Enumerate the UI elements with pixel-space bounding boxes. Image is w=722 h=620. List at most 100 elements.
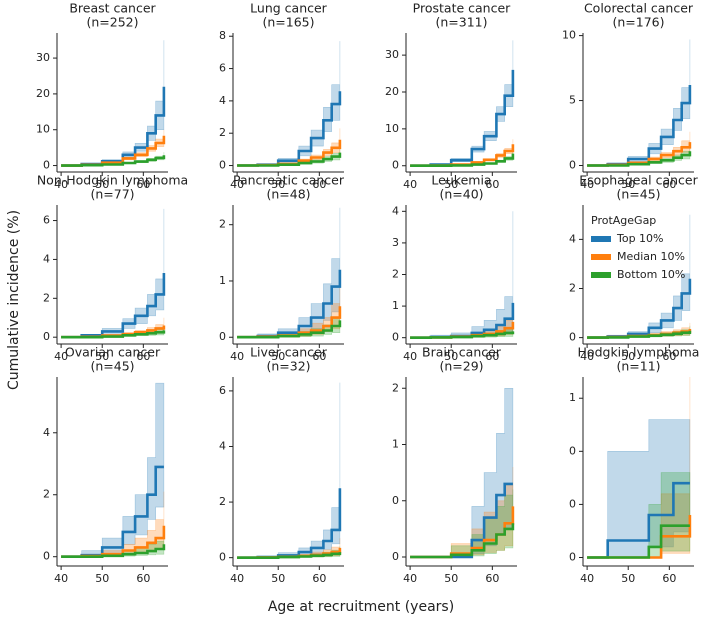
panel: Liver cancer(n=32) 0 2 4 6 40 50 60 — [219, 345, 344, 585]
y-tick-label: 1 — [569, 391, 576, 404]
x-tick-label: 40 — [580, 350, 594, 363]
incidence-line — [61, 273, 166, 339]
ci-band — [410, 40, 514, 166]
y-tick-label: 0 — [43, 159, 50, 172]
y-tick-label: 0 — [392, 331, 399, 344]
panel: Pancreatic cancer(n=48) 0 1 2 40 50 60 — [219, 173, 345, 364]
x-tick-label: 60 — [312, 178, 326, 191]
y-tick-label: 30 — [36, 51, 50, 64]
ci-band — [410, 467, 514, 558]
ci-band — [237, 382, 341, 558]
y-tick-label: 6 — [43, 214, 50, 227]
y-tick-label: 1 — [392, 438, 399, 451]
x-tick-label: 60 — [662, 350, 676, 363]
y-tick-label: 2 — [219, 495, 226, 508]
x-tick-label: 60 — [136, 572, 150, 585]
x-tick-label: 50 — [621, 178, 635, 191]
legend-label: Top 10% — [616, 232, 664, 245]
x-tick-label: 50 — [621, 572, 635, 585]
panel-title: Non-Hodgkin lymphoma — [37, 173, 188, 188]
y-tick-label: 10 — [385, 122, 399, 135]
panel-title: Breast cancer — [69, 1, 156, 16]
y-tick-label: 8 — [219, 29, 226, 42]
x-tick-label: 40 — [54, 178, 68, 191]
y-tick-label: 4 — [219, 439, 226, 452]
incidence-line — [587, 142, 692, 167]
x-axis-label: Age at recruitment (years) — [268, 599, 454, 615]
y-tick-label: 0 — [219, 159, 226, 172]
y-tick-label: 0 — [219, 330, 226, 343]
y-tick-label: 0 — [569, 444, 576, 457]
incidence-line — [587, 330, 692, 339]
panel-subtitle: (n=45) — [616, 187, 660, 202]
x-tick-label: 60 — [312, 572, 326, 585]
panel-subtitle: (n=176) — [612, 15, 664, 30]
x-tick-label: 50 — [271, 572, 285, 585]
panel-subtitle: (n=48) — [266, 187, 310, 202]
incidence-line — [587, 151, 692, 167]
panel: Hodgkin lymphoma(n=11) 0 0 0 1 40 50 60 — [569, 345, 699, 586]
ci-band — [61, 208, 165, 338]
x-tick-label: 60 — [312, 350, 326, 363]
x-tick-label: 40 — [580, 572, 594, 585]
x-tick-label: 50 — [271, 178, 285, 191]
incidence-line — [587, 524, 690, 559]
y-tick-label: 4 — [392, 204, 399, 217]
y-tick-label: 2 — [392, 268, 399, 281]
y-tick-label: 0 — [392, 159, 399, 172]
panel-title: Esophageal cancer — [579, 173, 698, 188]
x-tick-label: 40 — [403, 572, 417, 585]
y-tick-label: 0 — [569, 551, 576, 564]
x-tick-label: 60 — [136, 350, 150, 363]
panel-title: Brain cancer — [422, 345, 502, 360]
x-tick-label: 50 — [271, 350, 285, 363]
x-tick-label: 60 — [485, 350, 499, 363]
ci-band — [237, 41, 341, 166]
x-tick-label: 60 — [662, 572, 676, 585]
panel-title: Leukemia — [431, 173, 491, 188]
y-tick-label: 0 — [219, 551, 226, 564]
y-tick-label: 20 — [36, 87, 50, 100]
x-tick-label: 50 — [444, 350, 458, 363]
y-tick-label: 10 — [36, 123, 50, 136]
panel-subtitle: (n=40) — [439, 187, 483, 202]
y-axis-label: Cumulative incidence (%) — [6, 210, 22, 390]
x-tick-label: 40 — [580, 178, 594, 191]
y-tick-label: 2 — [219, 126, 226, 139]
panel-subtitle: (n=252) — [86, 15, 138, 30]
y-tick-label: 0 — [43, 330, 50, 343]
y-tick-label: 4 — [219, 94, 226, 107]
y-tick-label: 1 — [219, 274, 226, 287]
y-tick-label: 2 — [219, 218, 226, 231]
x-tick-label: 50 — [444, 572, 458, 585]
incidence-line — [237, 320, 342, 339]
panel-title: Hodgkin lymphoma — [578, 345, 700, 360]
y-tick-label: 2 — [392, 381, 399, 394]
incidence-line — [61, 330, 166, 339]
panel-title: Prostate cancer — [413, 1, 511, 16]
panel-title: Ovarian cancer — [65, 345, 161, 360]
y-tick-label: 0 — [569, 331, 576, 344]
y-tick-label: 0 — [569, 159, 576, 172]
panel: Breast cancer(n=252) 0 10 20 30 40 50 60 — [36, 1, 168, 191]
y-tick-label: 0 — [392, 494, 399, 507]
y-tick-label: 3 — [392, 236, 399, 249]
panel: Ovarian cancer(n=45) 0 2 4 40 50 60 — [43, 345, 168, 585]
incidence-line — [237, 488, 342, 559]
panel-subtitle: (n=11) — [616, 359, 660, 374]
y-tick-label: 0 — [392, 550, 399, 563]
panel: Non-Hodgkin lymphoma(n=77) 0 2 4 6 40 50 60 — [37, 173, 188, 364]
y-tick-label: 0 — [43, 550, 50, 563]
x-tick-label: 60 — [662, 178, 676, 191]
ci-band — [587, 39, 691, 166]
panel: Prostate cancer(n=311) 0 10 20 30 40 50 60 — [385, 1, 517, 191]
panel-title: Liver cancer — [250, 345, 328, 360]
legend-label: Bottom 10% — [617, 268, 685, 281]
legend-title: ProtAgeGap — [591, 214, 656, 227]
incidence-line — [237, 152, 342, 167]
panel-subtitle: (n=32) — [266, 359, 310, 374]
panel: Colorectal cancer(n=176) 0 5 10 40 50 60 — [562, 1, 694, 191]
x-tick-label: 50 — [95, 178, 109, 191]
panel-title: Lung cancer — [250, 1, 328, 16]
x-tick-label: 60 — [136, 178, 150, 191]
